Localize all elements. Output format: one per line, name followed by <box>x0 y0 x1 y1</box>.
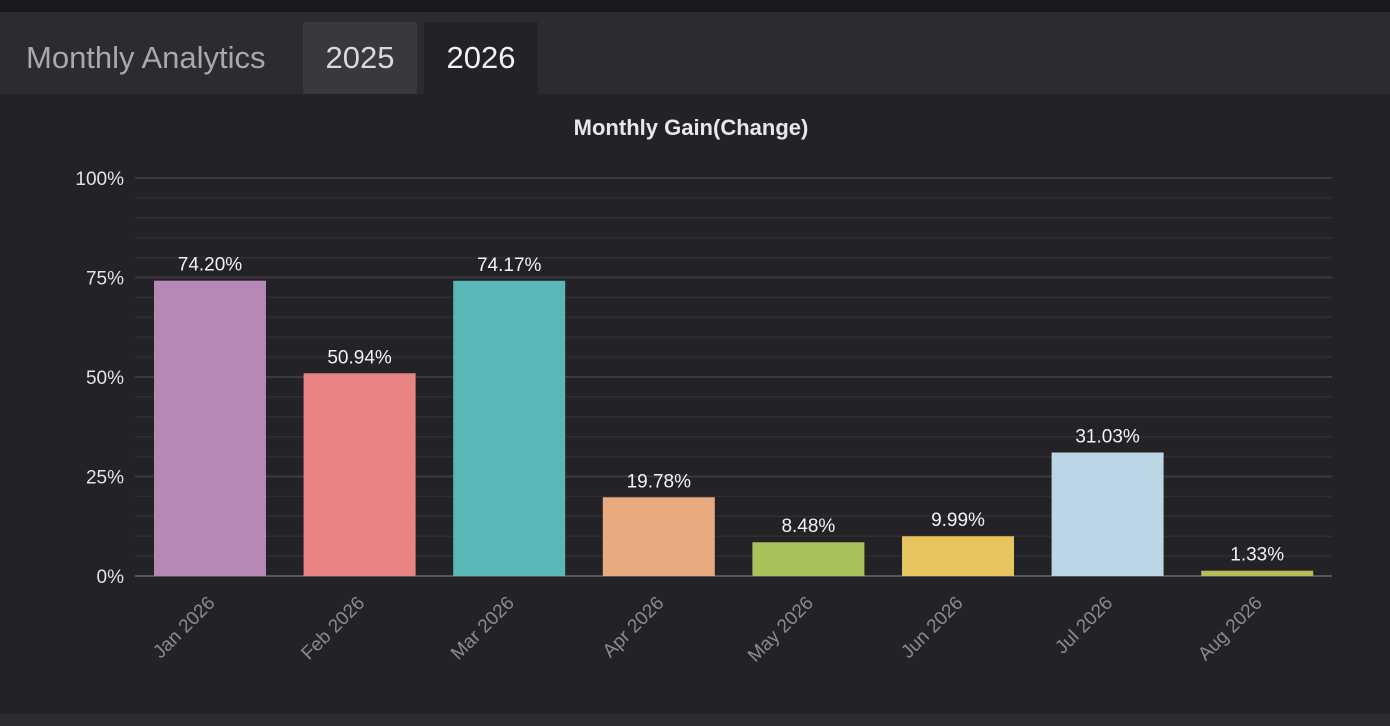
x-tick-label: Mar 2026 <box>447 593 519 665</box>
bar-apr-2026 <box>602 497 715 576</box>
bar-may-2026 <box>752 542 865 576</box>
y-tick-label: 75% <box>86 269 124 290</box>
bar-value-label: 74.20% <box>178 255 243 276</box>
chart-panel: Monthly Gain(Change) 0% 25% 50% 75% 100% 74.20… <box>0 94 1390 714</box>
monthly-gain-chart: Monthly Gain(Change) 0% 25% 50% 75% 100% 74.20… <box>75 115 1332 667</box>
tab-bar <box>0 12 1390 94</box>
bar-jan-2026 <box>154 280 266 576</box>
x-tick-label: Apr 2026 <box>599 593 668 662</box>
bar-feb-2026 <box>303 373 416 576</box>
bar-aug-2026 <box>1201 570 1314 576</box>
app-title: Monthly Analytics <box>26 40 266 75</box>
window-bottom-strip <box>0 714 1390 726</box>
y-tick-label: 50% <box>86 368 124 389</box>
bar-value-label: 19.78% <box>627 471 692 492</box>
tab-2025[interactable]: 2025 <box>303 22 417 94</box>
x-tick-label: Jan 2026 <box>149 593 219 663</box>
x-tick-label: Jul 2026 <box>1051 593 1117 659</box>
x-tick-label: May 2026 <box>744 593 818 667</box>
bar-value-label: 9.99% <box>931 510 985 531</box>
window-top-strip <box>0 0 1390 12</box>
bar-value-label: 50.94% <box>327 347 392 368</box>
tab-2026[interactable]: 2026 <box>424 22 538 94</box>
x-tick-label: Aug 2026 <box>1194 593 1266 665</box>
bar-value-label: 1.33% <box>1230 545 1284 566</box>
bar-value-label: 8.48% <box>781 516 835 537</box>
y-tick-label: 0% <box>97 567 125 588</box>
y-tick-label: 100% <box>75 169 124 190</box>
chart-title: Monthly Gain(Change) <box>574 115 809 140</box>
bar-value-label: 74.17% <box>477 255 542 276</box>
bar-value-label: 31.03% <box>1075 427 1140 448</box>
y-tick-label: 25% <box>86 468 124 489</box>
bar-jun-2026 <box>902 536 1014 576</box>
bar-mar-2026 <box>453 280 566 576</box>
x-tick-label: Jun 2026 <box>897 593 967 663</box>
x-tick-label: Feb 2026 <box>298 593 370 665</box>
bar-jul-2026 <box>1051 452 1164 576</box>
